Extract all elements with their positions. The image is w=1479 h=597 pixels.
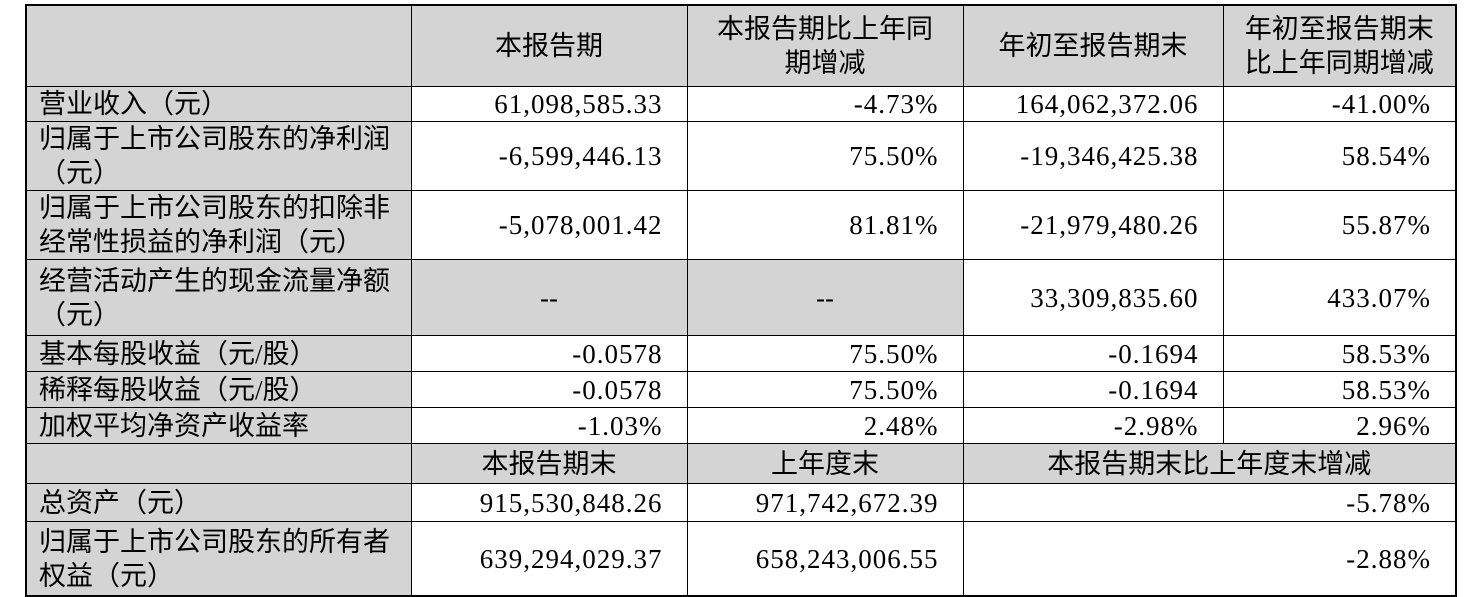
- value-cell: 58.53%: [1222, 335, 1457, 372]
- financial-summary-table: 本报告期 本报告期比上年同 期增减 年初至报告期末 年初至报告期末 比上年同期增…: [25, 4, 1457, 597]
- value-cell: -0.1694: [962, 371, 1224, 408]
- row-label: 归属于上市公司股东的扣除非 经常性损益的净利润（元）: [25, 190, 412, 260]
- subheader-cell-blank: [25, 443, 412, 484]
- table-row-revenue: 营业收入（元） 61,098,585.33 -4.73% 164,062,372…: [25, 86, 1457, 122]
- value-cell: 58.53%: [1222, 371, 1457, 408]
- subheader-cell-prior-year-end: 上年度末: [686, 443, 964, 484]
- table-row-basic-eps: 基本每股收益（元/股） -0.0578 75.50% -0.1694 58.53…: [25, 335, 1457, 372]
- header-cell-blank: [25, 4, 412, 87]
- row-label: 归属于上市公司股东的净利润 （元）: [25, 121, 412, 191]
- table-row-weighted-avg-roe: 加权平均净资产收益率 -1.03% 2.48% -2.98% 2.96%: [25, 407, 1457, 444]
- value-cell: 58.54%: [1222, 121, 1457, 191]
- row-label: 总资产（元）: [25, 483, 412, 522]
- value-cell: 61,098,585.33: [410, 86, 688, 122]
- header-cell-yoy-change: 本报告期比上年同 期增减: [686, 4, 964, 87]
- row-label: 经营活动产生的现金流量净额 （元）: [25, 259, 412, 336]
- value-cell: 658,243,006.55: [686, 521, 964, 597]
- table-header-row: 本报告期 本报告期比上年同 期增减 年初至报告期末 年初至报告期末 比上年同期增…: [25, 4, 1457, 87]
- header-cell-ytd: 年初至报告期末: [962, 4, 1224, 87]
- table-row-diluted-eps: 稀释每股收益（元/股） -0.0578 75.50% -0.1694 58.53…: [25, 371, 1457, 408]
- value-cell: -2.98%: [962, 407, 1224, 444]
- table-row-operating-cash-flow: 经营活动产生的现金流量净额 （元） -- -- 33,309,835.60 43…: [25, 259, 1457, 336]
- value-cell: -41.00%: [1222, 86, 1457, 122]
- value-cell: 433.07%: [1222, 259, 1457, 336]
- row-label: 营业收入（元）: [25, 86, 412, 122]
- value-cell: -19,346,425.38: [962, 121, 1224, 191]
- subheader-cell-change-vs-prior-year-end: 本报告期末比上年度末增减: [962, 443, 1457, 484]
- header-cell-current-period: 本报告期: [410, 4, 688, 87]
- value-cell: 75.50%: [686, 121, 964, 191]
- value-cell: 164,062,372.06: [962, 86, 1224, 122]
- value-cell: 639,294,029.37: [410, 521, 688, 597]
- value-cell: 33,309,835.60: [962, 259, 1224, 336]
- value-cell-na: --: [686, 259, 964, 336]
- header-cell-ytd-yoy-change: 年初至报告期末 比上年同期增减: [1222, 4, 1457, 87]
- value-cell: 75.50%: [686, 335, 964, 372]
- value-cell-na: --: [410, 259, 688, 336]
- value-cell: -2.88%: [962, 521, 1457, 597]
- value-cell: 2.96%: [1222, 407, 1457, 444]
- value-cell: -1.03%: [410, 407, 688, 444]
- row-label: 归属于上市公司股东的所有者 权益（元）: [25, 521, 412, 597]
- value-cell: -21,979,480.26: [962, 190, 1224, 260]
- table-row-owners-equity: 归属于上市公司股东的所有者 权益（元） 639,294,029.37 658,2…: [25, 521, 1457, 597]
- value-cell: -4.73%: [686, 86, 964, 122]
- value-cell: -6,599,446.13: [410, 121, 688, 191]
- row-label: 加权平均净资产收益率: [25, 407, 412, 444]
- table-subheader-row: 本报告期末 上年度末 本报告期末比上年度末增减: [25, 443, 1457, 484]
- subheader-cell-period-end: 本报告期末: [410, 443, 688, 484]
- table-row-net-profit-excl-nonrecurring: 归属于上市公司股东的扣除非 经常性损益的净利润（元） -5,078,001.42…: [25, 190, 1457, 260]
- value-cell: 971,742,672.39: [686, 483, 964, 522]
- value-cell: 2.48%: [686, 407, 964, 444]
- value-cell: 915,530,848.26: [410, 483, 688, 522]
- value-cell: 55.87%: [1222, 190, 1457, 260]
- value-cell: -5,078,001.42: [410, 190, 688, 260]
- value-cell: -0.0578: [410, 335, 688, 372]
- row-label: 稀释每股收益（元/股）: [25, 371, 412, 408]
- value-cell: 75.50%: [686, 371, 964, 408]
- value-cell: -0.1694: [962, 335, 1224, 372]
- value-cell: -0.0578: [410, 371, 688, 408]
- table-row-net-profit: 归属于上市公司股东的净利润 （元） -6,599,446.13 75.50% -…: [25, 121, 1457, 191]
- row-label: 基本每股收益（元/股）: [25, 335, 412, 372]
- value-cell: -5.78%: [962, 483, 1457, 522]
- value-cell: 81.81%: [686, 190, 964, 260]
- table-row-total-assets: 总资产（元） 915,530,848.26 971,742,672.39 -5.…: [25, 483, 1457, 522]
